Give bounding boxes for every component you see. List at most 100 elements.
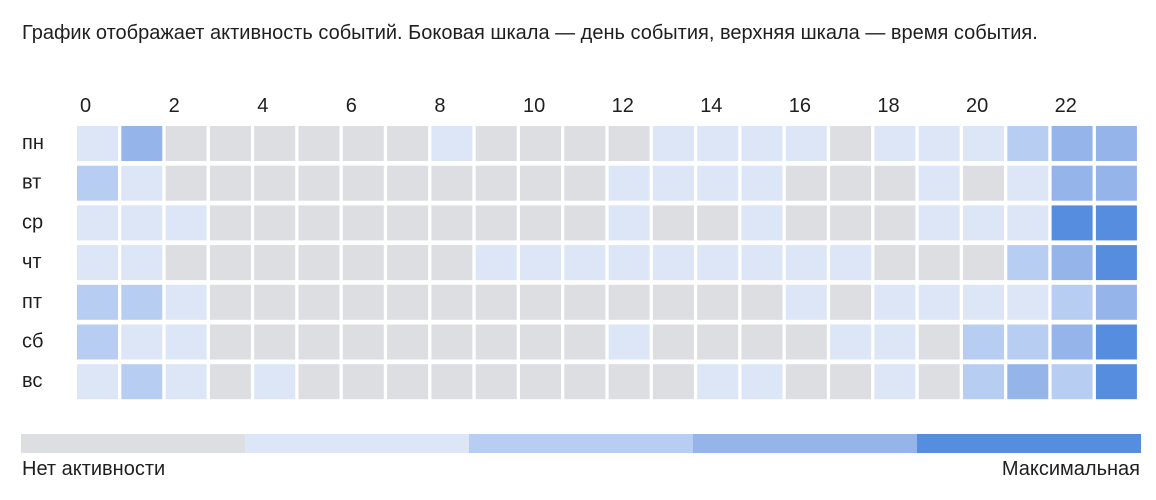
heatmap-cell: [1007, 284, 1049, 320]
heatmap-cell: [608, 126, 650, 161]
heatmap-cell: [77, 205, 118, 241]
heatmap-cell: [121, 284, 163, 320]
heatmap-cell: [697, 205, 739, 241]
heatmap-cell: [165, 165, 207, 201]
heatmap-cell: [387, 126, 429, 161]
heatmap-cell: [1095, 126, 1137, 161]
heatmap-cell: [918, 205, 960, 241]
heatmap-cell: [475, 165, 517, 201]
heatmap-cell: [697, 284, 739, 320]
heatmap-cell: [121, 205, 163, 241]
heatmap-cell: [520, 245, 561, 281]
legend-max-label: Максимальная: [1001, 458, 1140, 480]
heatmap-cell: [77, 245, 118, 281]
heatmap-cell: [652, 364, 694, 400]
x-tick-label: 18: [877, 95, 899, 117]
heatmap-cell: [564, 126, 606, 161]
heatmap-cell: [785, 284, 827, 320]
heatmap-cell: [431, 126, 473, 161]
heatmap-cell: [830, 324, 872, 360]
heatmap-cell: [121, 364, 163, 400]
heatmap-cell: [652, 324, 694, 360]
heatmap-cell: [697, 324, 739, 360]
heatmap-cell: [387, 284, 429, 320]
heatmap-cell: [785, 364, 827, 400]
heatmap-cell: [874, 324, 916, 360]
heatmap-cell: [830, 205, 872, 241]
heatmap-cell: [165, 245, 207, 281]
x-tick-label: 4: [257, 95, 268, 117]
x-tick-label: 6: [346, 95, 357, 117]
heatmap-cell: [298, 165, 340, 201]
y-tick-label: пт: [22, 291, 42, 313]
heatmap-cell: [608, 364, 650, 400]
heatmap-cell: [741, 126, 783, 161]
heatmap-cell: [121, 126, 163, 161]
heatmap-cell: [963, 126, 1004, 161]
heatmap-cell: [77, 324, 118, 360]
heatmap-cell: [1007, 364, 1049, 400]
heatmap-cell: [741, 245, 783, 281]
legend-swatch: [693, 434, 917, 453]
heatmap-cell: [564, 245, 606, 281]
x-tick-label: 8: [434, 95, 445, 117]
heatmap-cell: [254, 284, 296, 320]
heatmap-cell: [209, 126, 251, 161]
heatmap-cell: [741, 364, 783, 400]
heatmap-cell: [77, 364, 118, 400]
heatmap-cell: [475, 205, 517, 241]
heatmap-cell: [1007, 245, 1049, 281]
y-tick-label: сб: [22, 331, 43, 353]
heatmap-cell: [254, 324, 296, 360]
heatmap-cell: [298, 324, 340, 360]
heatmap-cell: [475, 245, 517, 281]
heatmap-cell: [165, 205, 207, 241]
heatmap-cell: [1051, 205, 1093, 241]
x-tick-label: 22: [1055, 95, 1077, 117]
heatmap-cell: [1051, 364, 1093, 400]
heatmap-cell: [785, 126, 827, 161]
heatmap-cell: [209, 245, 251, 281]
heatmap-cell: [564, 364, 606, 400]
heatmap-cell: [121, 324, 163, 360]
heatmap-cell: [298, 284, 340, 320]
heatmap-cell: [1095, 324, 1137, 360]
heatmap-cell: [608, 165, 650, 201]
heatmap-cell: [652, 284, 694, 320]
heatmap-cell: [1051, 245, 1093, 281]
heatmap-cell: [475, 364, 517, 400]
heatmap-cell: [254, 165, 296, 201]
heatmap-cell: [874, 205, 916, 241]
heatmap-cell: [254, 245, 296, 281]
heatmap-cell: [121, 245, 163, 281]
x-tick-label: 0: [80, 95, 91, 117]
heatmap-cell: [1051, 165, 1093, 201]
heatmap-cell: [564, 284, 606, 320]
heatmap-cell: [342, 284, 384, 320]
heatmap-cell: [608, 245, 650, 281]
heatmap-cell: [298, 245, 340, 281]
heatmap-cell: [697, 245, 739, 281]
y-tick-label: пн: [22, 132, 44, 154]
heatmap-cell: [254, 126, 296, 161]
heatmap-cell: [830, 245, 872, 281]
heatmap-cell: [387, 165, 429, 201]
heatmap-cell: [387, 205, 429, 241]
heatmap-cell: [342, 245, 384, 281]
heatmap-cell: [165, 324, 207, 360]
x-tick-label: 16: [789, 95, 811, 117]
heatmap-cell: [165, 126, 207, 161]
heatmap-cell: [1007, 205, 1049, 241]
heatmap-cell: [342, 205, 384, 241]
heatmap-cell: [342, 165, 384, 201]
heatmap-cell: [520, 165, 561, 201]
heatmap-cell: [298, 364, 340, 400]
heatmap-cell: [431, 324, 473, 360]
heatmap-cell: [520, 284, 561, 320]
heatmap-cell: [342, 126, 384, 161]
heatmap-cell: [475, 324, 517, 360]
heatmap-cell: [785, 324, 827, 360]
heatmap-cell: [209, 165, 251, 201]
heatmap-cell: [741, 165, 783, 201]
heatmap-cell: [608, 205, 650, 241]
